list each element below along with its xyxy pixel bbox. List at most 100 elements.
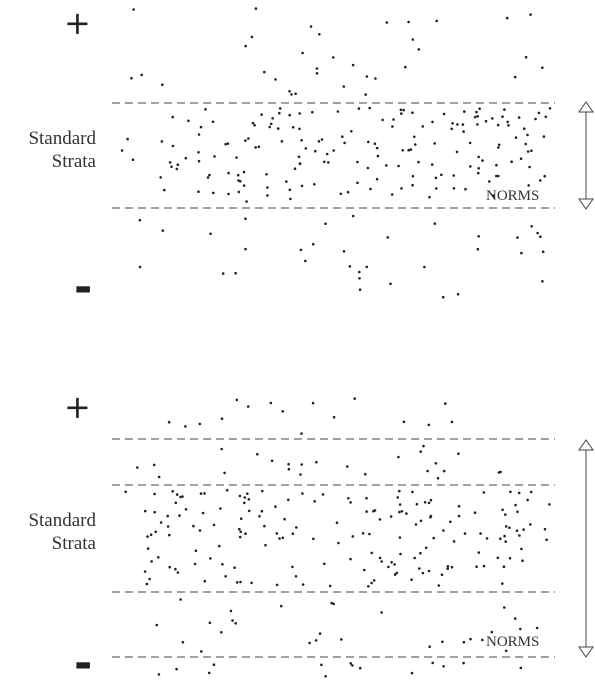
scatter-dot: [434, 462, 438, 465]
scatter-dot: [504, 649, 508, 653]
scatter-dot: [251, 121, 255, 125]
scatter-dot: [456, 292, 460, 296]
scatter-dot: [519, 157, 523, 160]
scatter-dot: [132, 8, 135, 11]
scatter-dot: [482, 564, 486, 568]
scatter-dot: [332, 56, 335, 59]
scatter-dot: [539, 179, 542, 182]
scatter-dot: [475, 110, 478, 114]
scatter-dot: [237, 190, 241, 194]
scatter-dot: [482, 491, 486, 494]
scatter-dot: [398, 503, 402, 506]
scatter-dot: [274, 78, 277, 81]
scatter-dot: [179, 598, 182, 601]
norms-arrow: [578, 439, 594, 658]
minus-sign: -: [74, 262, 93, 313]
scatter-dot: [535, 626, 539, 630]
scatter-dot: [160, 140, 164, 143]
scatter-dot: [346, 465, 349, 468]
scatter-dot: [423, 501, 427, 504]
scatter-dot: [166, 525, 170, 528]
scatter-dot: [257, 145, 261, 149]
scatter-dot: [433, 142, 437, 145]
scatter-dot: [149, 533, 153, 536]
scatter-dot: [153, 510, 156, 514]
scatter-dot: [295, 526, 298, 529]
scatter-dot: [508, 556, 512, 560]
scatter-dot: [463, 110, 466, 113]
scatter-dot: [255, 452, 259, 456]
scatter-dot: [365, 510, 368, 513]
scatter-dot: [298, 162, 302, 166]
scatter-dot: [318, 632, 322, 635]
scatter-dot: [391, 125, 394, 128]
scatter-dot: [452, 540, 456, 543]
scatter-dot: [260, 509, 264, 513]
scatter-dot: [308, 641, 311, 645]
scatter-dot: [409, 148, 413, 151]
scatter-dot: [380, 611, 383, 614]
scatter-dot: [367, 585, 370, 588]
scatter-dot: [475, 565, 478, 568]
scatter-dot: [484, 119, 488, 123]
scatter-dot: [244, 139, 247, 142]
scatter-dot: [393, 563, 396, 566]
label-line-2: Strata: [51, 150, 96, 172]
scatter-dot: [400, 112, 403, 115]
scatter-dot: [287, 467, 291, 471]
scatter-dot: [478, 107, 481, 110]
scatter-dot: [285, 180, 288, 183]
scatter-dot: [363, 568, 366, 572]
scatter-dot: [234, 271, 237, 275]
scatter-dot: [528, 165, 531, 169]
scatter-dot: [516, 236, 519, 239]
scatter-dot: [229, 609, 233, 613]
scatter-dot: [276, 127, 280, 130]
scatter-dot: [350, 130, 353, 133]
scatter-dot: [496, 556, 500, 560]
scatter-dot: [161, 83, 164, 86]
scatter-dot: [517, 491, 521, 495]
scatter-dot: [245, 200, 248, 203]
scatter-dot: [477, 551, 481, 554]
scatter-dot: [187, 119, 190, 123]
scatter-dot: [435, 187, 438, 190]
plus-sign: +: [64, 4, 91, 42]
norms-label: NORMS: [486, 188, 540, 204]
panel-2: [112, 397, 594, 678]
scatter-dot: [315, 72, 319, 75]
scatter-dot: [399, 108, 403, 112]
scatter-dot: [430, 163, 434, 166]
scatter-dot: [421, 125, 425, 128]
scatter-dot: [501, 582, 504, 585]
scatter-dot: [444, 402, 447, 405]
scatter-dot: [411, 183, 414, 187]
scatter-dot: [289, 197, 292, 201]
scatter-dot: [261, 489, 264, 493]
scatter-dot: [543, 527, 547, 531]
scatter-dot: [507, 124, 510, 127]
scatter-dot: [414, 523, 418, 526]
scatter-dot: [457, 452, 460, 455]
scatter-dot: [461, 123, 465, 126]
scatter-dot: [311, 401, 315, 405]
scatter-dot: [455, 150, 459, 154]
scatter-dot: [374, 77, 377, 80]
scatter-dot: [207, 671, 211, 675]
scatter-dot: [299, 473, 302, 476]
scatter-dot: [356, 160, 359, 164]
scatter-dot: [407, 20, 410, 24]
scatter-dot: [399, 552, 402, 556]
scatter-dot: [464, 187, 467, 191]
scatter-dot: [332, 149, 336, 152]
scatter-dot: [221, 272, 225, 275]
scatter-dot: [258, 515, 261, 518]
scatter-dot: [315, 67, 319, 70]
scatter-dot: [244, 247, 247, 251]
scatter-dot: [166, 514, 169, 518]
scatter-dot: [351, 63, 355, 67]
scatter-dot: [423, 265, 426, 269]
scatter-dot: [140, 73, 143, 77]
scatter-dot: [539, 235, 542, 238]
scatter-dot: [266, 186, 269, 189]
